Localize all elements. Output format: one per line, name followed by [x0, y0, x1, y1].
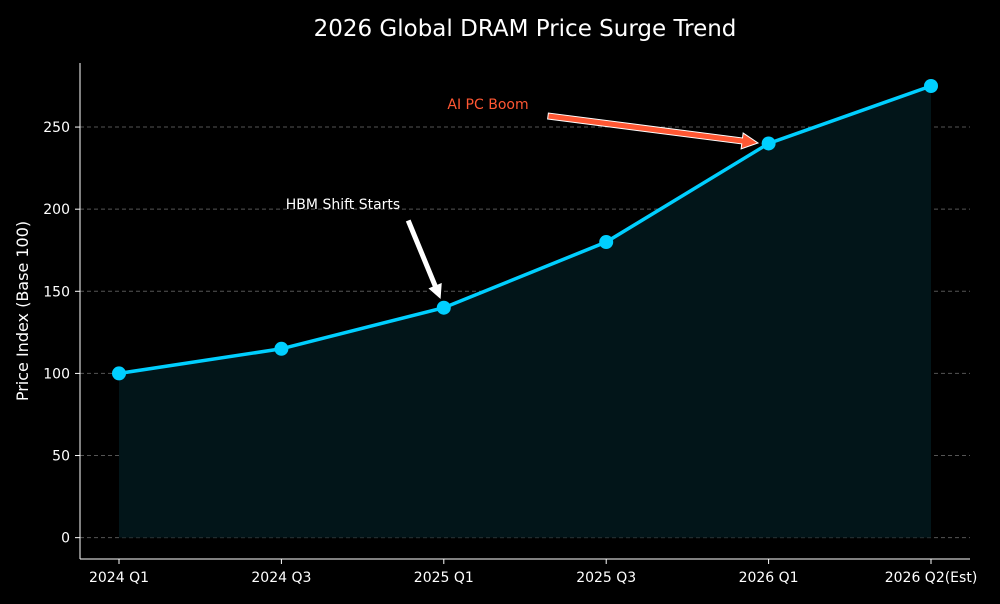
- annotation-ai-pc-label: AI PC Boom: [447, 97, 528, 113]
- data-point: [112, 366, 126, 381]
- line-path: [118, 84, 932, 376]
- x-tick-label: 2025 Q3: [576, 570, 636, 586]
- y-tick-label: 250: [43, 120, 70, 136]
- x-tick-label: 2025 Q1: [414, 570, 474, 586]
- x-tick-label: 2026 Q2(Est): [885, 570, 978, 586]
- chart-title: 2026 Global DRAM Price Surge Trend: [314, 16, 737, 42]
- annotation-hbm-arrow: [404, 218, 443, 302]
- y-tick-label: 50: [52, 449, 70, 465]
- y-tick-label: 0: [61, 531, 70, 547]
- annotation-hbm-label: HBM Shift Starts: [286, 197, 400, 213]
- data-point: [599, 235, 614, 250]
- area-polygon: [119, 85, 931, 538]
- series-line: [112, 78, 938, 381]
- y-tick-label: 150: [43, 284, 70, 300]
- y-tick-label: 100: [43, 366, 70, 382]
- annotation-ai-pc-arrow: [547, 112, 760, 150]
- y-tick-label: 200: [43, 202, 70, 218]
- data-point: [274, 341, 289, 356]
- x-tick-label: 2024 Q3: [251, 570, 311, 586]
- annotations: HBM Shift Starts AI PC Boom: [286, 97, 760, 302]
- y-axis-label: Price Index (Base 100): [13, 221, 32, 401]
- x-tick-label: 2026 Q1: [739, 570, 799, 586]
- data-point: [436, 300, 451, 315]
- data-point: [761, 136, 776, 151]
- area-fill: [119, 85, 931, 538]
- data-point: [924, 78, 938, 93]
- axes: 0 50 100 150 200 250 2024 Q1 2024 Q3 2025 Q1 2025…: [43, 63, 977, 586]
- x-tick-label: 2024 Q1: [89, 570, 149, 586]
